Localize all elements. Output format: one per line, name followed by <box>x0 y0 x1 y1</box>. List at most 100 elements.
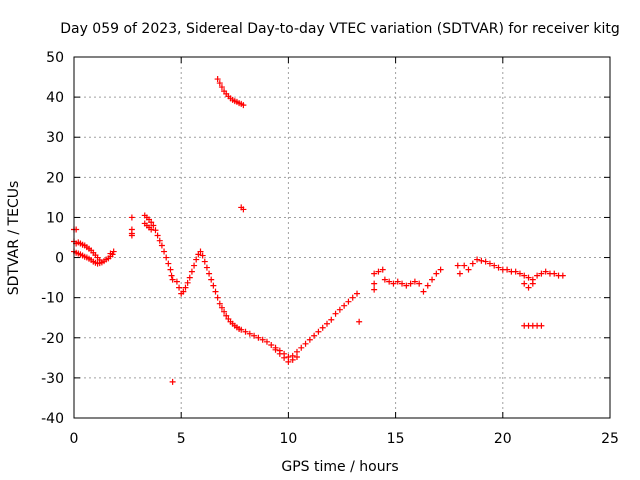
data-point <box>311 332 318 339</box>
data-point <box>433 270 440 277</box>
data-point <box>242 328 249 335</box>
data-point <box>167 266 174 273</box>
y-tick-label: 20 <box>46 170 64 186</box>
data-point <box>163 254 170 261</box>
data-point <box>107 250 114 257</box>
data-point <box>259 336 266 343</box>
data-point <box>293 354 300 361</box>
data-point <box>186 274 193 281</box>
data-point <box>407 280 414 287</box>
data-point <box>482 258 489 265</box>
data-point <box>371 280 378 287</box>
data-point <box>240 102 247 109</box>
x-axis-ticks: 0 5 10 15 20 25 <box>70 57 619 447</box>
data-point <box>289 356 296 363</box>
data-point <box>263 338 270 345</box>
data-point <box>454 262 461 269</box>
data-point <box>399 280 406 287</box>
data-point <box>152 227 159 234</box>
data-point <box>394 278 401 285</box>
data-point <box>255 334 262 341</box>
data-point <box>268 341 275 348</box>
data-point <box>551 270 558 277</box>
data-point <box>521 272 528 279</box>
data-point <box>154 232 161 239</box>
data-point <box>538 322 545 329</box>
data-point <box>386 278 393 285</box>
data-point <box>495 264 502 271</box>
data-point <box>306 336 313 343</box>
data-point <box>216 300 223 307</box>
y-tick-label: 0 <box>55 251 64 267</box>
data-point <box>491 262 498 269</box>
data-point <box>176 284 183 291</box>
data-point <box>319 324 326 331</box>
data-point <box>424 282 431 289</box>
data-point <box>169 378 176 385</box>
y-axis-ticks: -40 -30 -20 -10 0 10 20 30 40 50 <box>41 50 610 427</box>
data-point <box>542 268 549 275</box>
data-point <box>341 302 348 309</box>
data-point <box>188 268 195 275</box>
data-point <box>504 266 511 273</box>
data-point <box>169 276 176 283</box>
data-point <box>285 358 292 365</box>
data-point <box>375 268 382 275</box>
y-tick-label: 10 <box>46 210 64 226</box>
data-point <box>371 270 378 277</box>
data-point <box>381 276 388 283</box>
data-point <box>206 270 213 277</box>
data-point <box>521 280 528 287</box>
data-point <box>293 348 300 355</box>
data-point <box>469 260 476 267</box>
data-point <box>516 270 523 277</box>
data-point <box>203 264 210 271</box>
data-point <box>411 278 418 285</box>
data-point <box>332 310 339 317</box>
data-point <box>403 282 410 289</box>
data-point <box>538 270 545 277</box>
grid <box>74 57 610 418</box>
y-tick-label: -30 <box>41 371 64 387</box>
data-point <box>354 290 361 297</box>
data-point <box>302 340 309 347</box>
data-point <box>238 326 245 333</box>
data-point <box>345 298 352 305</box>
data-point <box>298 344 305 351</box>
chart-title: Day 059 of 2023, Sidereal Day-to-day VTE… <box>60 21 620 37</box>
x-tick-label: 0 <box>70 431 79 447</box>
data-point <box>218 84 225 91</box>
x-tick-label: 15 <box>387 431 405 447</box>
data-point <box>456 270 463 277</box>
data-point <box>223 312 230 319</box>
data-point <box>349 294 356 301</box>
data-point <box>168 272 175 279</box>
data-point <box>148 219 155 226</box>
data-point <box>208 276 215 283</box>
x-axis-label: GPS time / hours <box>281 459 398 475</box>
data-point <box>437 266 444 273</box>
data-point <box>474 256 481 263</box>
data-point <box>197 248 204 255</box>
data-point <box>559 272 566 279</box>
data-point <box>199 252 206 259</box>
data-point <box>110 248 117 255</box>
y-tick-label: -10 <box>41 291 64 307</box>
data-point <box>525 274 532 281</box>
data-point <box>390 280 397 287</box>
data-point <box>193 256 200 263</box>
data-point <box>379 266 386 273</box>
data-point <box>512 268 519 275</box>
data-point <box>214 76 221 83</box>
data-point <box>371 286 378 293</box>
data-point <box>525 284 532 291</box>
data-point <box>128 232 135 239</box>
data-point <box>461 262 468 269</box>
data-point <box>529 280 536 287</box>
data-point <box>216 80 223 87</box>
data-point <box>210 282 217 289</box>
data-point <box>272 346 279 353</box>
data-point <box>534 272 541 279</box>
data-point <box>251 332 258 339</box>
